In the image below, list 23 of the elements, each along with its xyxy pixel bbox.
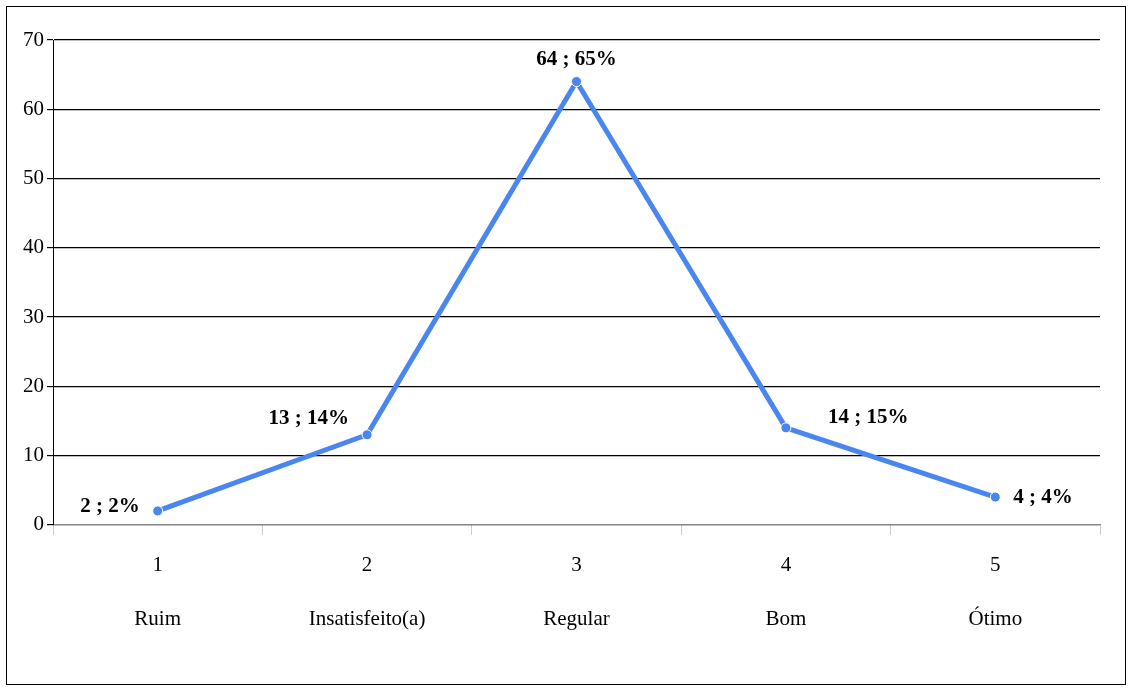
point <box>152 505 164 517</box>
data-label: 2 ; 2% <box>80 493 140 518</box>
y-tick-label: 40 <box>23 234 44 259</box>
y-tick-label: 10 <box>23 442 44 467</box>
data-label: 14 ; 15% <box>827 404 909 429</box>
point <box>361 429 373 441</box>
category-label: 4 Bom <box>765 551 807 631</box>
y-tick-label: 0 <box>33 511 44 536</box>
y-tick-label: 30 <box>23 303 44 328</box>
category-label: 2 Insatisfeito(a) <box>308 551 426 631</box>
data-label: 4 ; 4% <box>1013 483 1073 508</box>
category-label: 5 Ótimo <box>968 551 1023 631</box>
category-label: 1 Ruim <box>134 551 182 631</box>
y-tick-label: 60 <box>23 95 44 120</box>
y-tick-label: 20 <box>23 372 44 397</box>
point <box>780 422 792 434</box>
data-label: 13 ; 14% <box>268 405 350 430</box>
point <box>571 76 582 88</box>
data-label: 64 ; 65% <box>536 45 617 70</box>
y-tick-label: 70 <box>23 26 44 51</box>
point <box>989 491 1001 503</box>
category-label: 3 Regular <box>543 551 610 631</box>
y-tick-label: 50 <box>23 165 44 190</box>
